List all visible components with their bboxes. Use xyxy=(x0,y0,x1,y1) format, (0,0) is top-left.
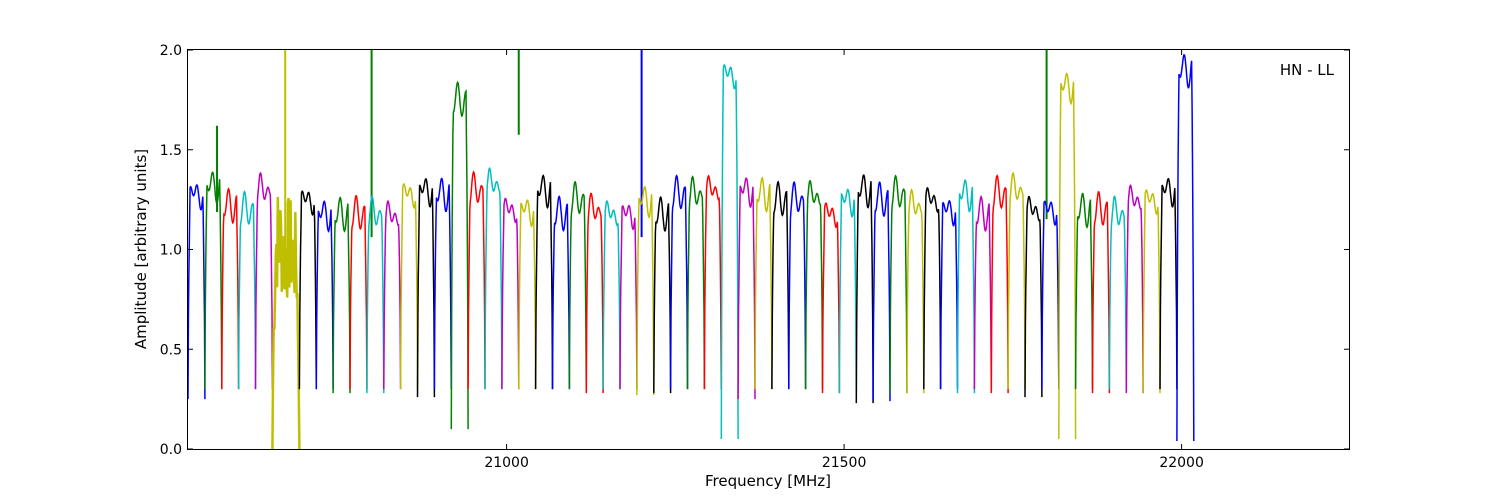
channel-trace xyxy=(534,174,554,390)
channel-trace xyxy=(1058,72,1077,440)
channel-trace xyxy=(872,181,891,402)
channel-trace xyxy=(366,195,385,394)
channel-trace xyxy=(703,174,723,390)
channel-trace xyxy=(973,195,993,390)
channel-trace xyxy=(686,175,706,390)
channel-trace xyxy=(1091,191,1111,394)
y-tick-label: 1.0 xyxy=(160,243,182,259)
channel-trace xyxy=(771,180,790,390)
channel-trace xyxy=(990,174,1009,394)
channel-trace xyxy=(1125,184,1144,394)
channel-trace xyxy=(1041,200,1060,390)
channel-trace xyxy=(188,183,206,400)
channel-trace xyxy=(383,199,402,390)
channel-trace xyxy=(501,197,520,390)
channel-trace xyxy=(467,170,486,390)
channel-trace xyxy=(551,195,571,390)
y-axis-label: Amplitude [arbitrary units] xyxy=(132,149,150,349)
x-tick-label: 22000 xyxy=(1159,455,1204,471)
channel-trace xyxy=(754,176,773,390)
channel-trace xyxy=(433,177,453,390)
channel-trace xyxy=(237,190,257,390)
channel-trace xyxy=(221,187,240,390)
channel-trace xyxy=(315,200,334,390)
spectrum-traces xyxy=(188,50,1195,449)
channel-trace xyxy=(602,199,621,390)
channel-trace xyxy=(923,186,942,390)
y-tick-label: 1.5 xyxy=(160,143,182,159)
x-axis-label: Frequency [MHz] xyxy=(705,472,831,490)
channel-trace xyxy=(804,180,824,390)
channel-trace xyxy=(653,196,672,394)
channel-trace xyxy=(788,180,807,390)
channel-trace xyxy=(1159,177,1178,390)
channel-trace xyxy=(399,183,419,390)
y-tick-label: 2.0 xyxy=(160,43,182,59)
channel-trace xyxy=(1142,189,1161,394)
y-tick-label: 0.0 xyxy=(160,442,182,458)
channel-trace xyxy=(484,167,503,390)
channel-trace xyxy=(636,185,655,396)
y-tick-label: 0.5 xyxy=(160,342,182,358)
x-axis-ticks: 21000 21500 22000 xyxy=(484,50,1204,471)
channel-trace xyxy=(518,199,537,390)
channel-trace xyxy=(956,179,976,394)
channel-trace xyxy=(939,199,959,390)
channel-trace xyxy=(1176,53,1195,442)
x-tick-label: 21500 xyxy=(822,455,867,471)
channel-trace xyxy=(1074,192,1094,390)
channel-trace xyxy=(1024,195,1043,398)
channel-trace xyxy=(720,63,739,440)
channel-trace xyxy=(585,192,604,394)
channel-trace xyxy=(737,177,756,400)
channel-trace xyxy=(349,195,368,390)
channel-trace xyxy=(855,174,874,404)
channel-trace xyxy=(838,188,858,394)
plot-frame xyxy=(187,49,1350,450)
channel-trace xyxy=(669,174,689,390)
channel-trace xyxy=(450,80,469,430)
x-tick-label: 21000 xyxy=(484,455,529,471)
channel-trace xyxy=(416,177,436,398)
y-axis-ticks: 0.0 0.5 1.0 1.5 2.0 xyxy=(160,43,1349,458)
channel-trace xyxy=(568,180,588,390)
channel-trace xyxy=(298,190,318,390)
channel-trace xyxy=(254,171,274,390)
channel-trace xyxy=(1007,171,1026,390)
channel-trace xyxy=(1108,195,1128,390)
channel-trace xyxy=(619,204,638,390)
channel-trace xyxy=(332,196,351,394)
channel-trace xyxy=(889,174,908,394)
channel-trace xyxy=(906,188,925,394)
panel-annotation: HN - LL xyxy=(1280,61,1335,79)
channel-trace xyxy=(204,171,223,390)
channel-trace xyxy=(821,201,841,394)
